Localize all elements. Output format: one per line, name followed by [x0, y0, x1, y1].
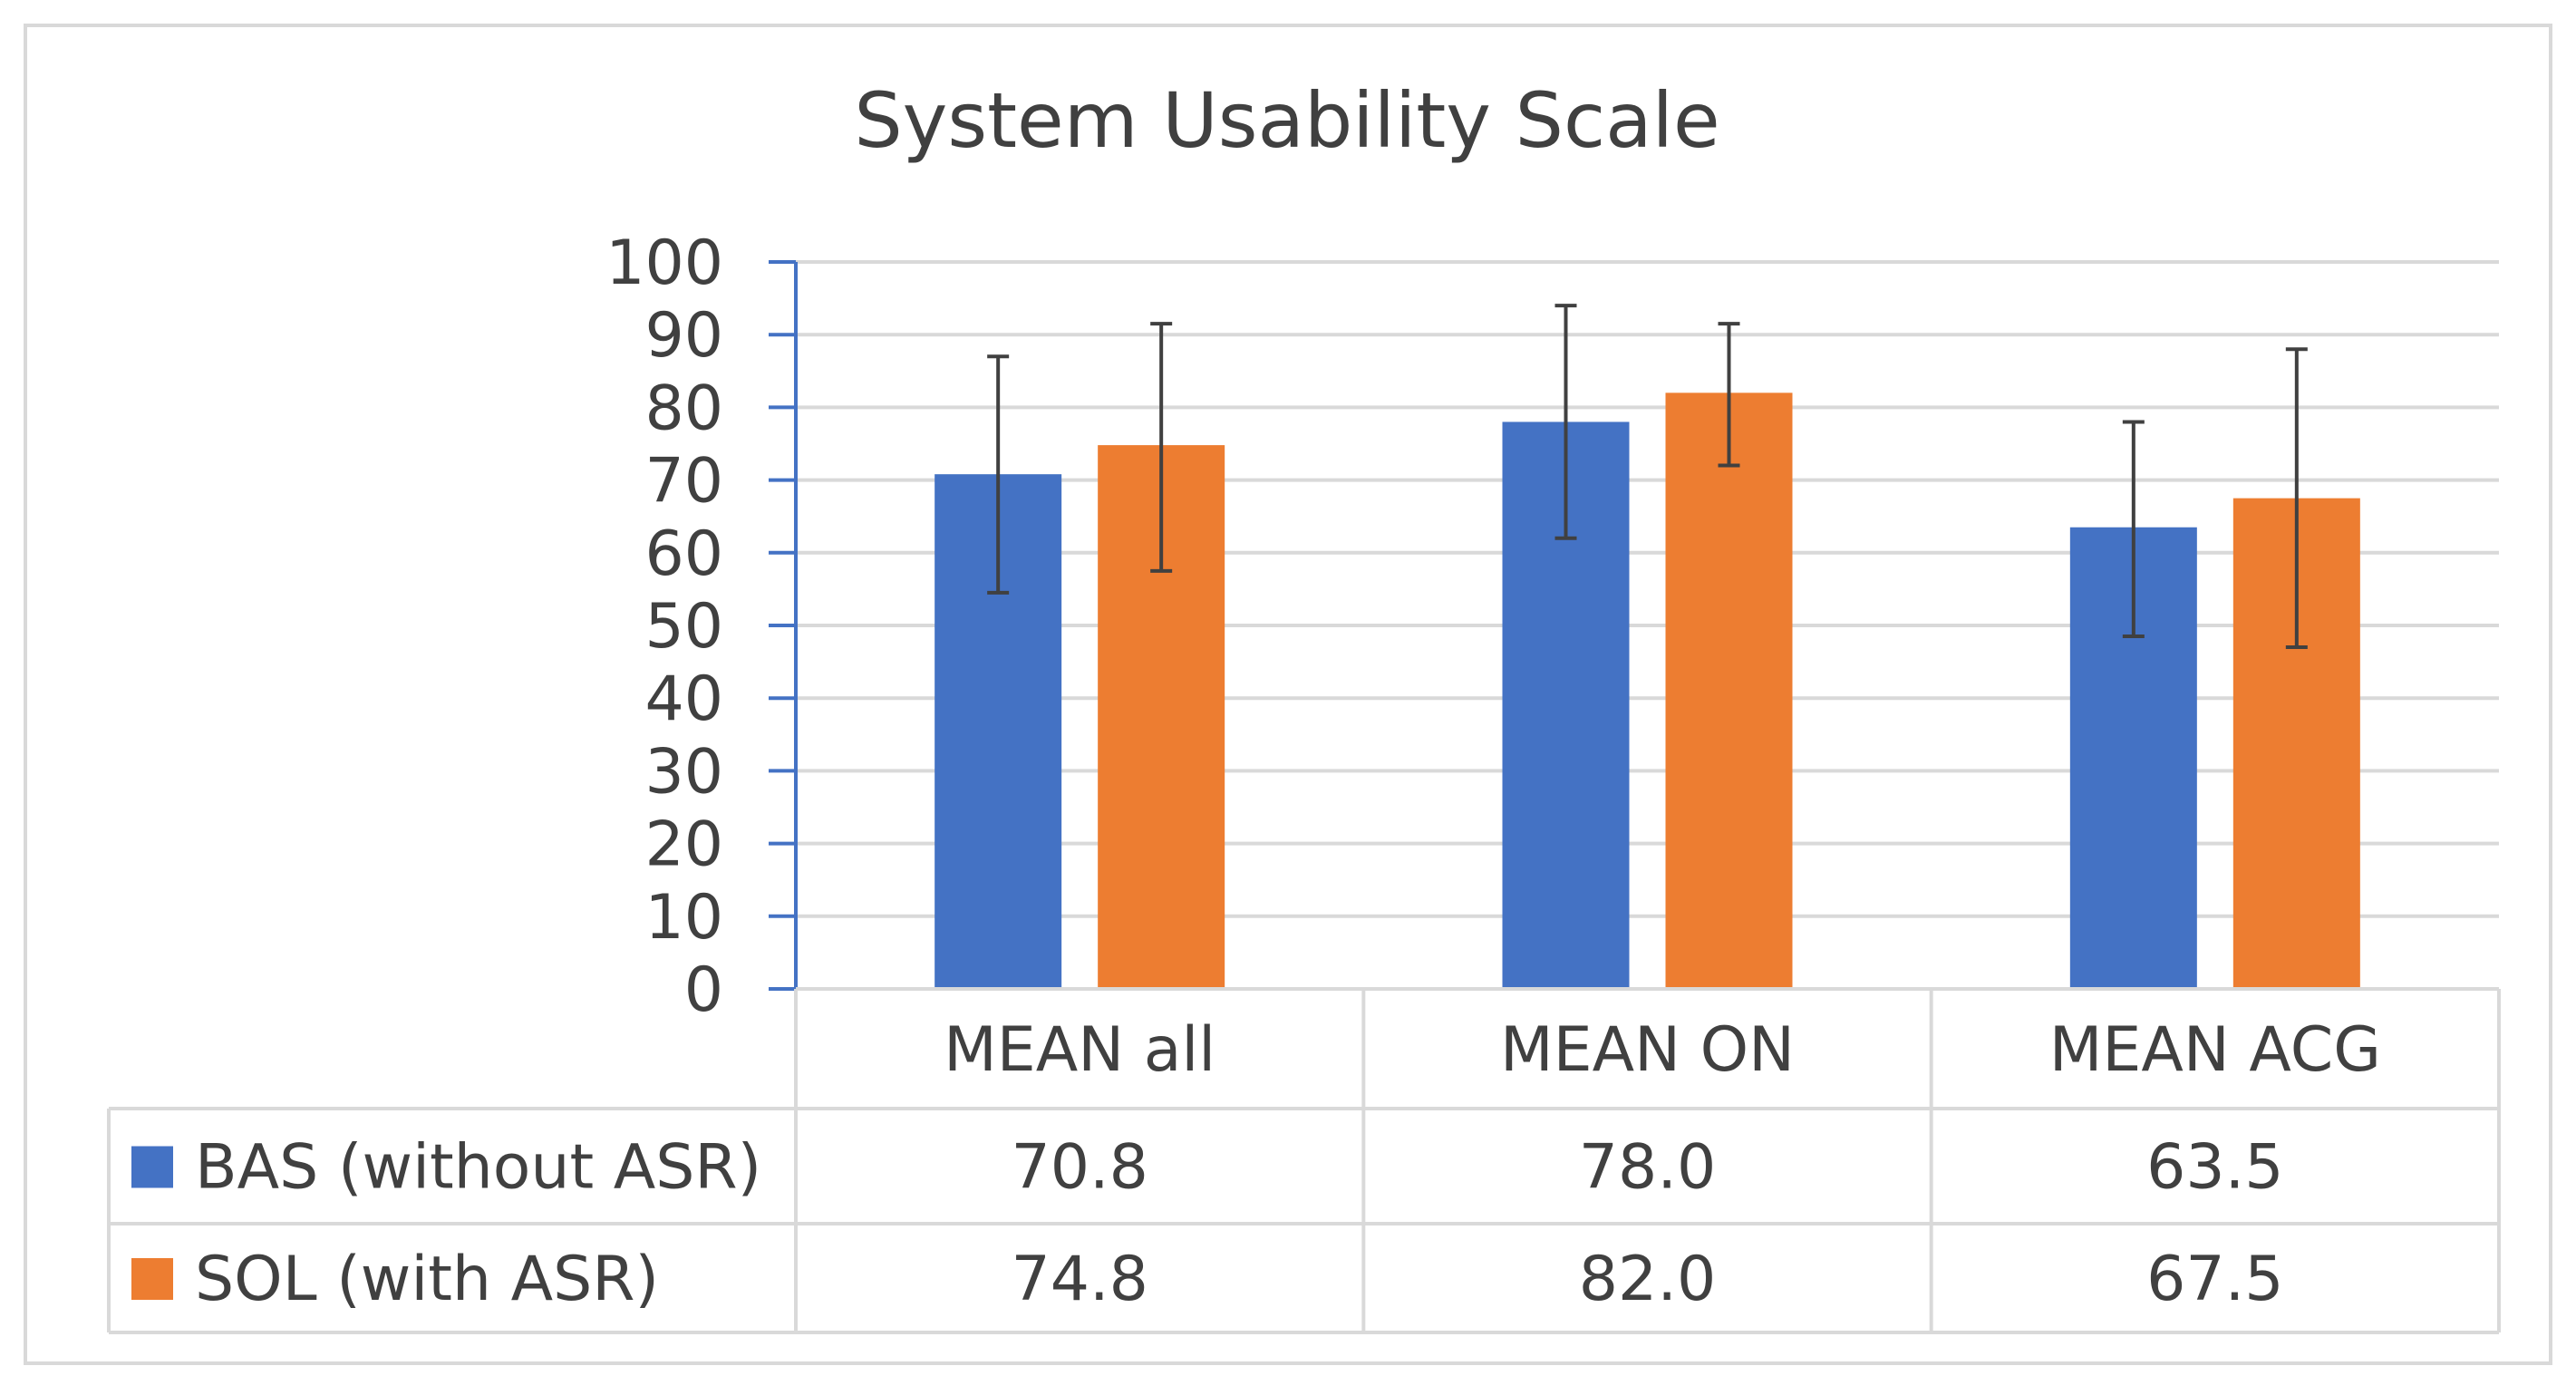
y-tick-label: 50 [644, 591, 723, 663]
y-tick-label: 0 [684, 954, 723, 1026]
category-label: MEAN ACG [2049, 1014, 2381, 1086]
legend-label: SOL (with ASR) [195, 1244, 659, 1315]
y-tick-label: 70 [644, 446, 723, 518]
data-table-value: 74.8 [1011, 1244, 1148, 1315]
y-tick-label: 40 [644, 664, 723, 735]
y-tick-label: 30 [644, 736, 723, 808]
legend-label: BAS (without ASR) [195, 1132, 761, 1204]
data-table-value: 70.8 [1011, 1132, 1148, 1204]
y-tick-label: 80 [644, 373, 723, 444]
category-label: MEAN all [944, 1014, 1215, 1086]
data-table-value: 82.0 [1579, 1244, 1716, 1315]
data-table-value: 67.5 [2146, 1244, 2283, 1315]
chart-title: System Usability Scale [854, 76, 1719, 165]
data-table: MEAN all MEAN ON MEAN ACG BAS (without ASR)… [107, 987, 2501, 1334]
legend-swatch-bas [131, 1146, 173, 1188]
y-tick-label: 100 [605, 228, 723, 299]
gridlines [796, 260, 2499, 918]
bar-sol [1665, 392, 1793, 989]
category-label: MEAN ON [1500, 1014, 1795, 1086]
y-tick-label: 20 [644, 809, 723, 881]
y-tick-label: 90 [644, 300, 723, 372]
error-bars [987, 304, 2308, 650]
y-tick-label: 10 [644, 882, 723, 954]
data-table-value: 78.0 [1579, 1132, 1716, 1204]
data-table-value: 63.5 [2146, 1132, 2283, 1204]
y-tick-label: 60 [644, 518, 723, 590]
legend-swatch-sol [131, 1258, 173, 1300]
